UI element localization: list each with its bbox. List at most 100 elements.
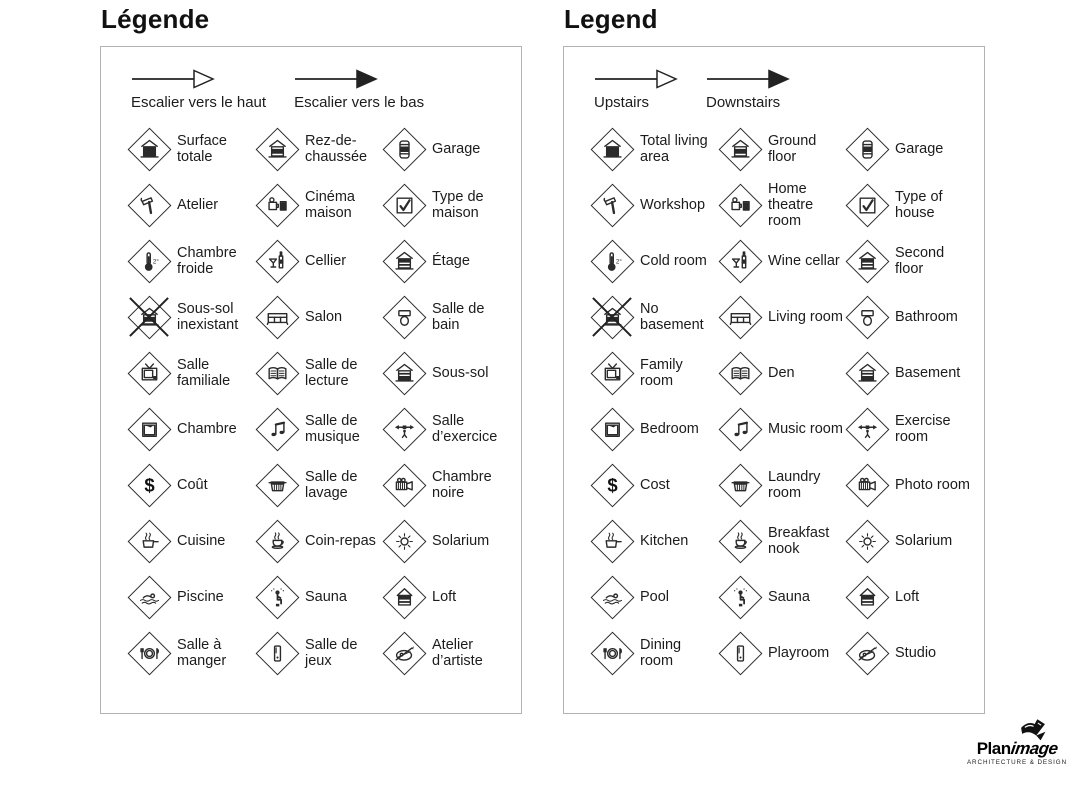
legend-item-label: Cuisine	[177, 533, 226, 550]
stairs-up-arrow: Escalier vers le haut	[131, 69, 266, 111]
sauna-icon	[255, 575, 299, 619]
logo-brand-bold: Plan	[976, 739, 1011, 758]
stairs-down-arrow: Downstairs	[706, 69, 790, 111]
legend-item: Bedroom	[590, 407, 718, 452]
legend-item-label: Chambre noire	[432, 468, 492, 502]
legend-item: Salle familiale	[127, 351, 255, 396]
workshop-icon	[127, 183, 171, 227]
type-of-house-icon	[382, 183, 426, 227]
legend-item-label: Music room	[768, 421, 843, 438]
legend-item-label: Den	[768, 365, 795, 382]
diamond-symbol	[127, 407, 171, 452]
music-room-icon	[718, 407, 762, 451]
legend-item-label: Ground floor	[768, 132, 817, 166]
total-living-area-icon	[590, 127, 634, 171]
diamond-symbol	[845, 239, 889, 284]
legend-item-label: Sous-sol	[432, 365, 489, 382]
legend-item-label: Salle de lecture	[305, 356, 358, 390]
legend-item: Type de maison	[382, 183, 515, 228]
diamond-symbol	[255, 631, 299, 676]
legend-item-label: Garage	[432, 141, 481, 158]
living-room-icon	[718, 295, 762, 339]
basement-icon	[845, 351, 889, 395]
legend-item-label: Sauna	[768, 589, 810, 606]
svg-text:$: $	[144, 474, 155, 495]
bedroom-icon	[590, 407, 634, 451]
legend-item: Music room	[718, 407, 845, 452]
legend-item: Bathroom	[845, 295, 978, 340]
solarium-icon	[845, 519, 889, 563]
cold-room-icon: 2°	[590, 239, 634, 283]
legend-item: Family room	[590, 351, 718, 396]
legend-item: Type of house	[845, 183, 978, 228]
no-basement-icon	[590, 295, 634, 339]
legend-item: Salle de lavage	[255, 463, 382, 508]
legend-item: Salle de musique	[255, 407, 382, 452]
legend-item-label: Bathroom	[895, 309, 958, 326]
diamond-symbol	[255, 351, 299, 396]
diamond-symbol	[590, 519, 634, 564]
legend-item-label: Coût	[177, 477, 208, 494]
legend-item: Garage	[382, 127, 515, 172]
legend-item: Garage	[845, 127, 978, 172]
filled-arrow-icon	[294, 69, 424, 94]
diamond-symbol	[127, 519, 171, 564]
legend-item: Sous-sol	[382, 351, 515, 396]
exercise-room-icon	[845, 407, 889, 451]
legend-item-label: Piscine	[177, 589, 224, 606]
legend-item: 2° Cold room	[590, 239, 718, 284]
legend-item: Living room	[718, 295, 845, 340]
ground-floor-icon	[255, 127, 299, 171]
workshop-icon	[590, 183, 634, 227]
diamond-symbol	[718, 407, 762, 452]
legend-item-label: Salon	[305, 309, 343, 326]
solarium-icon	[382, 519, 426, 563]
legend-item: Salon	[255, 295, 382, 340]
legend-item: Second floor	[845, 239, 978, 284]
diamond-symbol	[382, 463, 426, 508]
diamond-symbol	[382, 407, 426, 452]
planimage-logo-icon	[1021, 719, 1046, 741]
legend-item: Cellier	[255, 239, 382, 284]
legend-item-label: Sous-sol inexistant	[177, 300, 239, 334]
legend-item: Basement	[845, 351, 978, 396]
diamond-symbol	[127, 295, 171, 340]
diamond-symbol	[255, 519, 299, 564]
cold-room-icon: 2°	[127, 239, 171, 283]
loft-icon	[845, 575, 889, 619]
legend-item-label: No basement	[640, 300, 704, 334]
legend-item: Salle d’exercice	[382, 407, 515, 452]
legend-item-label: Salle de lavage	[305, 468, 358, 502]
legend-item: Photo room	[845, 463, 978, 508]
diamond-symbol	[845, 183, 889, 228]
stairs-down-arrow: Escalier vers le bas	[294, 69, 424, 111]
ground-floor-icon	[718, 127, 762, 171]
legend-item: Surface totale	[127, 127, 255, 172]
diamond-symbol	[382, 127, 426, 172]
den-icon	[255, 351, 299, 395]
den-icon	[718, 351, 762, 395]
diamond-symbol	[590, 575, 634, 620]
diamond-symbol	[382, 575, 426, 620]
cost-icon: $	[127, 463, 171, 507]
legend-item-label: Cinéma maison	[305, 188, 355, 222]
hollow-arrow-icon	[594, 69, 678, 94]
wine-cellar-icon	[718, 239, 762, 283]
legend-item: Breakfast nook	[718, 519, 845, 564]
legend-item-label: Family room	[640, 356, 683, 390]
diamond-symbol	[590, 631, 634, 676]
studio-icon	[382, 631, 426, 675]
diamond-symbol	[255, 575, 299, 620]
legend-panel-french: Légende Escalier vers le haut Escalier v…	[100, 2, 522, 715]
legend-item: Exercise room	[845, 407, 978, 452]
legend-item-label: Salle de jeux	[305, 636, 358, 670]
legend-item: Total living area	[590, 127, 718, 172]
legend-item-label: Surface totale	[177, 132, 227, 166]
diamond-symbol	[590, 127, 634, 172]
second-floor-icon	[382, 239, 426, 283]
stair-arrow-label: Escalier vers le bas	[294, 94, 425, 112]
kitchen-icon	[590, 519, 634, 563]
legend-item-label: Atelier	[177, 197, 219, 214]
diamond-symbol	[718, 183, 762, 228]
